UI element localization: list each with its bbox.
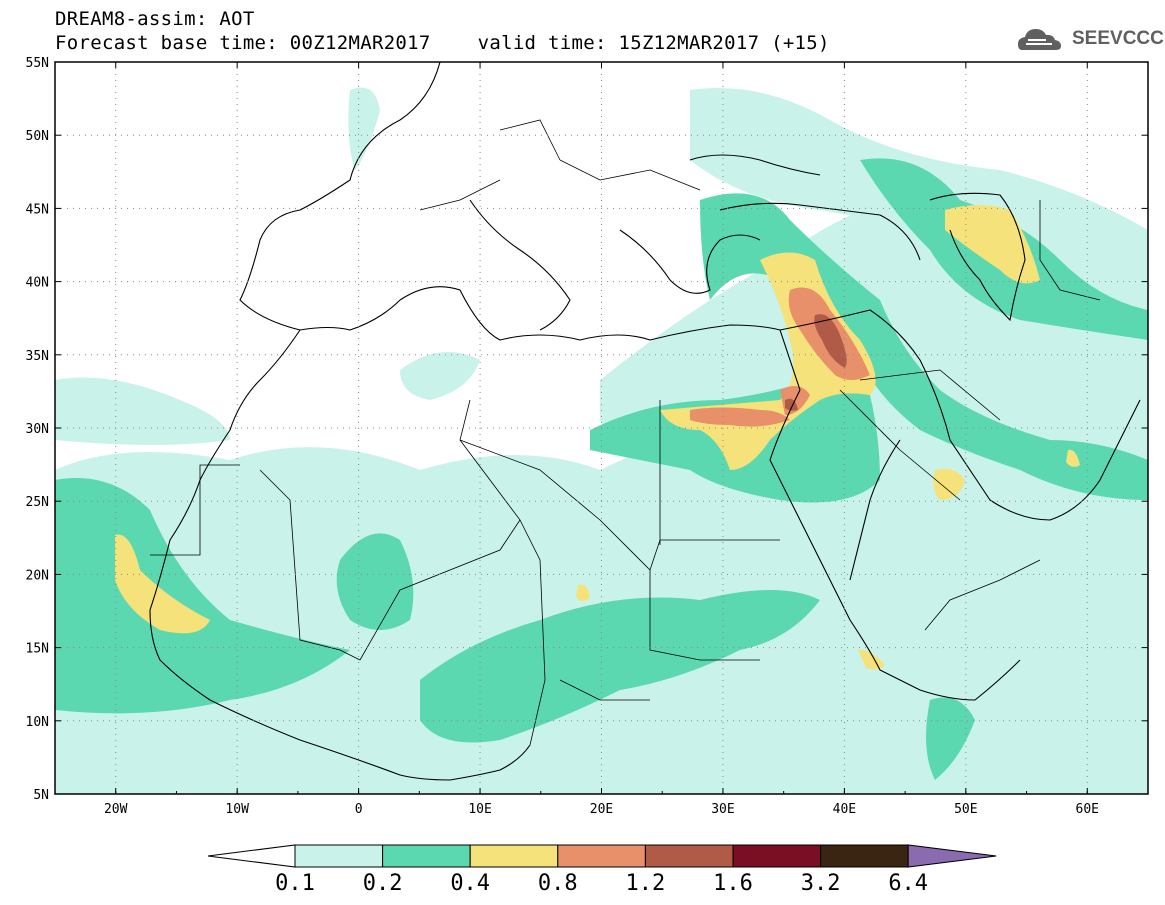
lat-label-40N: 40N	[26, 276, 49, 291]
lat-label-50N: 50N	[26, 129, 49, 144]
colorbar-label: 3.2	[801, 871, 841, 896]
colorbar-label: 0.1	[275, 871, 315, 896]
forecast-time-line: Forecast base time: 00Z12MAR2017 valid t…	[55, 32, 830, 54]
colorbar-over-arrow	[907, 844, 997, 868]
lat-label-25N: 25N	[26, 495, 49, 510]
longitude-labels: 20W 10W 0 10E 20E 30E 40E 50E 60E	[104, 802, 1099, 817]
colorbar-label: 0.4	[450, 871, 490, 896]
axis-ticks	[54, 61, 1149, 795]
lat-label-15N: 15N	[26, 642, 49, 657]
latitude-labels: 55N 50N 45N 40N 35N 30N 25N 20N 15N 10N 5N	[26, 56, 49, 803]
colorbar-swatch	[382, 844, 471, 868]
lat-label-10N: 10N	[26, 715, 49, 730]
cloud-icon	[1018, 29, 1061, 50]
colorbar-swatch	[557, 844, 646, 868]
colorbar-label: 0.8	[538, 871, 578, 896]
colorbar: 0.1 0.2 0.4 0.8 1.2 1.6 3.2 6.4	[207, 844, 997, 896]
colorbar-label: 0.2	[363, 871, 403, 896]
lon-label-60E: 60E	[1076, 802, 1099, 817]
coastlines	[149, 62, 1141, 781]
lon-label-50E: 50E	[954, 802, 977, 817]
lon-label-10E: 10E	[468, 802, 491, 817]
colorbar-label: 1.2	[626, 871, 666, 896]
logo-text: SEEVCCC	[1072, 28, 1164, 49]
lat-label-35N: 35N	[26, 349, 49, 364]
colorbar-swatch	[294, 844, 384, 868]
gridlines	[55, 62, 1148, 794]
lon-label-0: 0	[355, 802, 363, 817]
lon-label-10W: 10W	[225, 802, 249, 817]
country-borders	[150, 119, 1101, 746]
lat-label-20N: 20N	[26, 568, 49, 583]
lat-label-30N: 30N	[26, 422, 49, 437]
lon-label-40E: 40E	[833, 802, 856, 817]
map-title: DREAM8-assim: AOT	[55, 8, 255, 30]
colorbar-label: 6.4	[888, 871, 928, 896]
colorbar-label: 1.6	[713, 871, 753, 896]
lon-label-20W: 20W	[104, 802, 128, 817]
lon-label-30E: 30E	[711, 802, 734, 817]
colorbar-swatch	[820, 844, 909, 868]
lon-label-20E: 20E	[590, 802, 613, 817]
lat-label-55N: 55N	[26, 56, 49, 71]
colorbar-swatch	[732, 844, 822, 868]
colorbar-under-arrow	[207, 844, 296, 868]
lat-label-5N: 5N	[33, 788, 49, 803]
lat-label-45N: 45N	[26, 202, 49, 217]
colorbar-swatch	[644, 844, 734, 868]
colorbar-swatch	[469, 844, 559, 868]
